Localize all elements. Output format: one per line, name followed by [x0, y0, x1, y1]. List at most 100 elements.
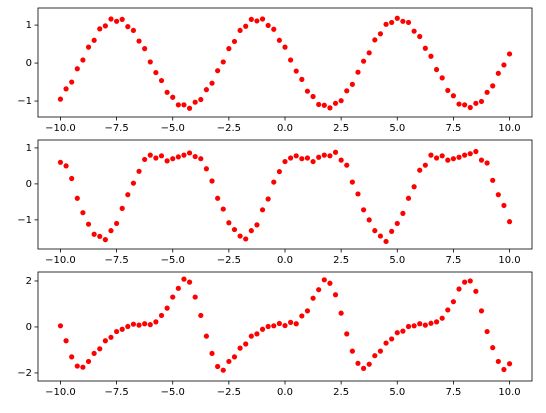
- point: [259, 16, 266, 22]
- point: [113, 220, 120, 227]
- point: [321, 277, 327, 283]
- y-tick-label: 0: [26, 179, 32, 190]
- point: [383, 238, 389, 245]
- x-tick-label: 10.0: [498, 123, 520, 134]
- point: [439, 315, 445, 321]
- x-tick-label: −5.0: [161, 255, 185, 266]
- x-tick-label: −10.0: [45, 387, 76, 398]
- point: [209, 80, 215, 86]
- point: [80, 57, 86, 63]
- point: [158, 312, 165, 319]
- point: [389, 336, 395, 342]
- point: [220, 206, 226, 212]
- point: [91, 231, 97, 237]
- point: [332, 292, 339, 298]
- point: [226, 220, 232, 226]
- point: [91, 350, 97, 357]
- point: [69, 175, 75, 182]
- point: [259, 207, 266, 213]
- point: [400, 18, 406, 24]
- point: [501, 202, 507, 209]
- point: [231, 354, 238, 360]
- point: [158, 153, 165, 159]
- y-tick-label: −2: [17, 368, 32, 379]
- point: [473, 100, 479, 106]
- point: [445, 157, 451, 163]
- point: [501, 366, 507, 373]
- point: [125, 24, 131, 30]
- point: [181, 102, 187, 108]
- point: [495, 70, 501, 76]
- point: [108, 334, 114, 340]
- point: [490, 177, 496, 183]
- point: [108, 16, 114, 22]
- point: [506, 361, 513, 367]
- point: [377, 31, 384, 37]
- point: [170, 156, 176, 162]
- point: [293, 321, 299, 327]
- x-tick-label: 2.5: [333, 255, 349, 266]
- point: [119, 16, 125, 22]
- point: [405, 19, 412, 26]
- point: [490, 83, 496, 89]
- point: [192, 294, 198, 300]
- point: [321, 102, 327, 108]
- point: [299, 76, 305, 83]
- point: [113, 328, 120, 335]
- point: [462, 152, 468, 158]
- point: [355, 360, 361, 366]
- point: [506, 51, 513, 57]
- point: [63, 163, 69, 169]
- point: [450, 156, 457, 162]
- point: [316, 101, 322, 108]
- point: [321, 152, 327, 158]
- point: [383, 21, 389, 27]
- point: [153, 319, 159, 325]
- point: [119, 326, 125, 332]
- point: [288, 319, 294, 325]
- point: [344, 162, 350, 168]
- point: [237, 27, 243, 34]
- x-tick-label: 7.5: [445, 123, 461, 134]
- point: [310, 93, 316, 100]
- point: [349, 348, 355, 354]
- point: [237, 233, 243, 239]
- point: [74, 66, 80, 72]
- y-tick-label: 1: [26, 20, 32, 31]
- point: [130, 321, 137, 327]
- point: [147, 59, 153, 65]
- point: [467, 278, 473, 284]
- point: [243, 23, 249, 29]
- point: [411, 184, 417, 190]
- point: [254, 331, 260, 337]
- point: [97, 26, 103, 32]
- point: [153, 69, 159, 76]
- x-tick-label: −7.5: [104, 123, 128, 134]
- point: [170, 294, 176, 300]
- y-tick-label: 0: [26, 322, 32, 333]
- axes-frame: [37, 139, 533, 250]
- point: [254, 18, 260, 24]
- point: [271, 26, 277, 32]
- point: [400, 328, 406, 334]
- point: [372, 37, 378, 43]
- point: [209, 178, 215, 184]
- point: [248, 333, 254, 339]
- point: [377, 348, 384, 354]
- point: [473, 148, 479, 155]
- point: [422, 162, 428, 168]
- point: [495, 192, 501, 198]
- point: [125, 323, 131, 330]
- point: [338, 157, 344, 163]
- point: [85, 44, 92, 50]
- point: [220, 367, 226, 373]
- point: [282, 158, 288, 165]
- point: [175, 154, 181, 160]
- point: [439, 75, 445, 81]
- point: [102, 237, 108, 243]
- x-tick-label: −2.5: [217, 255, 241, 266]
- point: [484, 160, 490, 166]
- point: [439, 153, 445, 159]
- point: [310, 158, 316, 165]
- point: [417, 33, 423, 40]
